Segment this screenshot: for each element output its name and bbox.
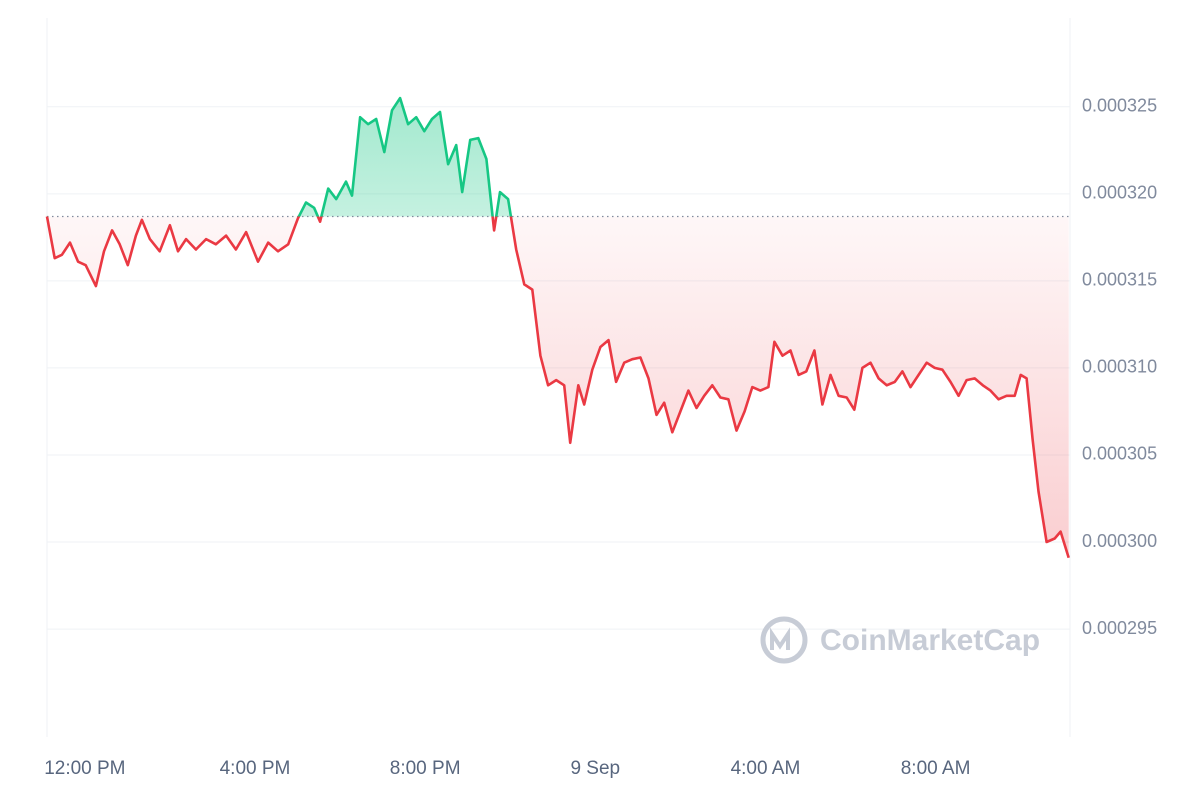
x-tick-label: 4:00 AM [731,758,801,779]
x-tick-label: 12:00 PM [44,758,125,779]
y-tick-label: 0.000300 [1082,531,1157,551]
watermark-logo [760,616,808,664]
x-tick-label: 8:00 AM [901,758,971,779]
area-fill [47,98,1069,558]
y-tick-label: 0.000305 [1082,444,1157,464]
x-tick-label: 8:00 PM [390,758,461,779]
x-tick-label: 4:00 PM [220,758,291,779]
y-tick-label: 0.000325 [1082,96,1157,116]
watermark: CoinMarketCap [760,616,1040,664]
y-tick-label: 0.000315 [1082,270,1157,290]
x-tick-label: 9 Sep [570,758,620,779]
y-tick-label: 0.000320 [1082,183,1157,203]
y-tick-label: 0.000310 [1082,357,1157,377]
y-tick-label: 0.000295 [1082,618,1157,638]
watermark-logo-mark [770,627,790,650]
price-line [45,96,1070,559]
watermark-text: CoinMarketCap [820,624,1040,657]
